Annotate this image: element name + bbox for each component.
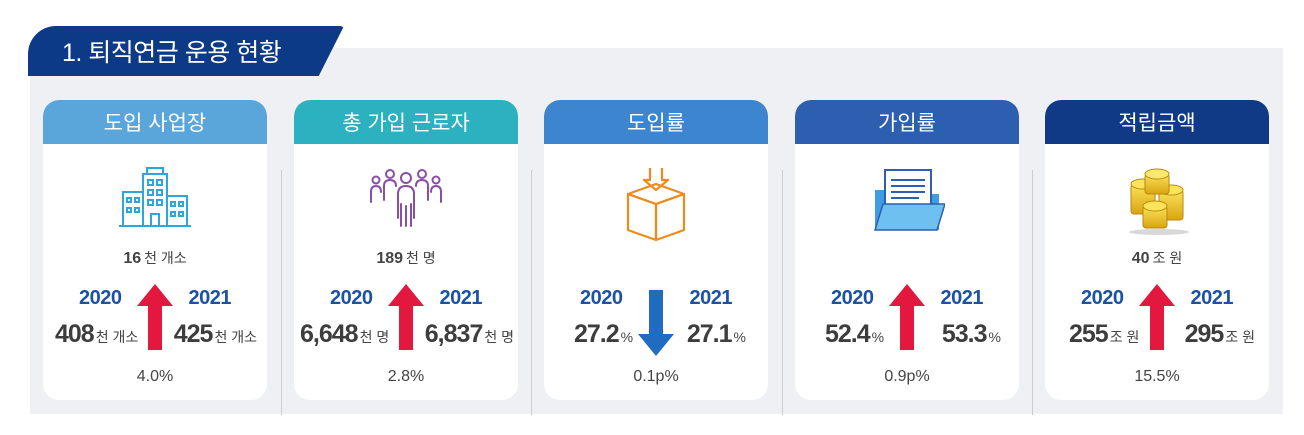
value-2020: 6,648 천 명 (300, 320, 390, 348)
year-2021: 2021 (940, 287, 984, 309)
value-2021: 295 조 원 (1184, 320, 1255, 348)
people-group-icon (294, 166, 518, 240)
value-2021: 53.3% (941, 320, 1001, 348)
year-2021: 2021 (439, 287, 483, 309)
folder-document-icon (795, 166, 1019, 240)
year-2020: 2020 (1081, 287, 1124, 309)
card-workplaces: 도입 사업장 1 (43, 100, 267, 400)
year-2020: 2020 (580, 287, 623, 309)
card-header: 도입 사업장 (43, 100, 267, 144)
box-download-icon (544, 166, 768, 242)
change-rate: 0.1p% (633, 368, 679, 385)
change-rate: 0.9p% (884, 368, 930, 385)
card-divider (281, 170, 282, 415)
value-2021: 6,837 천 명 (424, 320, 514, 348)
year-2020: 2020 (330, 287, 373, 309)
card-header: 총 가입 근로자 (294, 100, 518, 144)
value-2020: 255 조 원 (1069, 320, 1140, 348)
card-divider (1032, 170, 1033, 415)
card-reserve-amount: 적립금액 (1045, 100, 1269, 400)
card-divider (782, 170, 783, 415)
card-workers: 총 가입 근로자 189 천 명 (294, 100, 518, 400)
down-arrow-icon (638, 290, 674, 356)
card-header: 적립금액 (1045, 100, 1269, 144)
card-divider (531, 170, 532, 415)
coin-stack-icon (1045, 166, 1269, 240)
year-2020: 2020 (79, 287, 122, 309)
card-adoption-rate: 도입률 2020 2021 27.2% 27.1% 0.1p% (544, 100, 768, 400)
total-value: 40 조 원 (1131, 250, 1183, 267)
value-2020: 408 천 개소 (55, 320, 139, 348)
year-2020: 2020 (831, 287, 874, 309)
value-2020: 52.4% (825, 320, 885, 348)
year-2021: 2021 (689, 287, 733, 309)
total-value: 189 천 명 (376, 250, 436, 267)
section-title-text: 1. 퇴직연금 운용 현황 (62, 39, 282, 67)
card-header: 도입률 (544, 100, 768, 144)
up-arrow-icon (388, 284, 424, 350)
year-2021: 2021 (1190, 287, 1234, 309)
total-value: 16 천 개소 (123, 250, 187, 267)
change-rate: 2.8% (387, 368, 425, 385)
building-icon (43, 166, 267, 240)
change-rate: 15.5% (1134, 368, 1180, 385)
up-arrow-icon (889, 284, 925, 350)
section-title: 1. 퇴직연금 운용 현황 (28, 26, 344, 76)
value-2021: 425 천 개소 (173, 320, 257, 348)
up-arrow-icon (137, 284, 173, 350)
value-2021: 27.1% (686, 320, 746, 348)
change-rate: 4.0% (136, 368, 174, 385)
year-2021: 2021 (188, 287, 232, 309)
up-arrow-icon (1139, 284, 1175, 350)
card-header: 가입률 (795, 100, 1019, 144)
value-2020: 27.2% (574, 320, 634, 348)
card-enrollment-rate: 가입률 2020 2021 52.4% 53.3% 0.9p% (795, 100, 1019, 400)
